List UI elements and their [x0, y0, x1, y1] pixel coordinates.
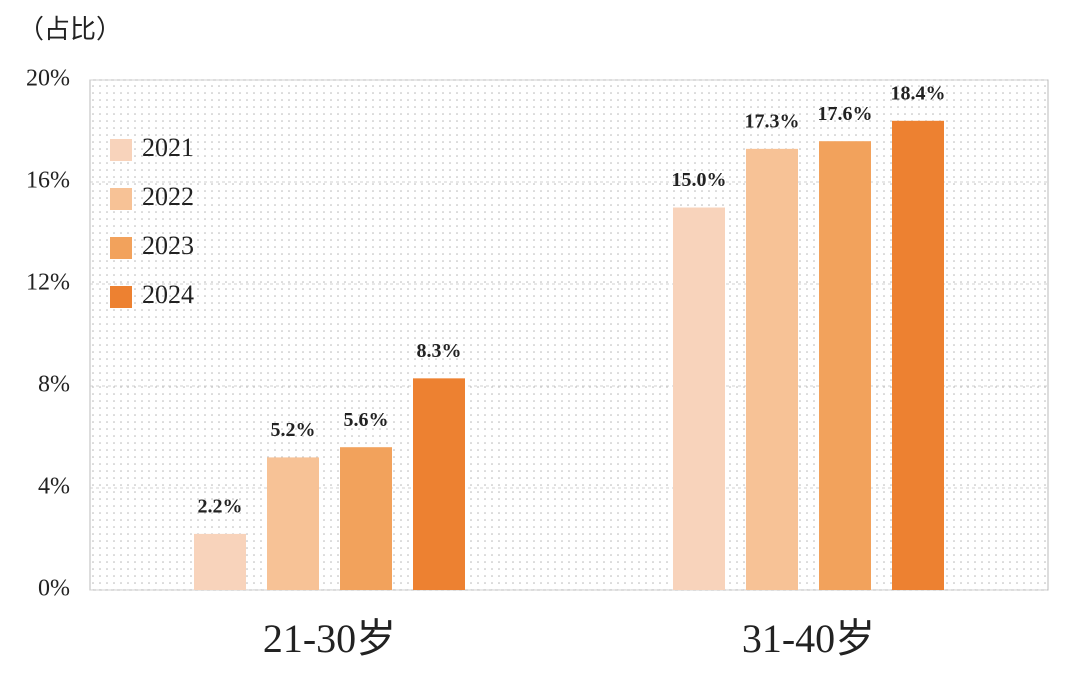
y-tick-label: 20% — [26, 66, 70, 92]
x-tick-label: 31-40岁 — [742, 616, 875, 661]
bar — [413, 378, 465, 590]
y-tick-label: 4% — [38, 474, 70, 500]
data-label: 17.6% — [818, 103, 873, 125]
data-label: 15.0% — [672, 169, 727, 191]
y-tick-label: 8% — [38, 372, 70, 398]
data-label: 17.3% — [745, 110, 800, 132]
legend-label: 2023 — [142, 231, 194, 260]
bar — [746, 148, 798, 590]
bar — [267, 457, 319, 590]
bar — [194, 533, 246, 590]
data-label: 8.3% — [417, 340, 462, 362]
legend-swatch — [110, 139, 132, 161]
plot-pattern — [90, 80, 1048, 590]
x-tick-label: 21-30岁 — [263, 616, 396, 661]
legend-label: 2021 — [142, 133, 194, 162]
bar — [340, 447, 392, 590]
data-label: 2.2% — [198, 495, 243, 517]
data-label: 5.2% — [271, 419, 316, 441]
legend-label: 2024 — [142, 280, 194, 309]
y-tick-label: 16% — [26, 168, 70, 194]
legend-swatch — [110, 188, 132, 210]
bar — [673, 207, 725, 590]
data-label: 5.6% — [344, 409, 389, 431]
bar — [819, 141, 871, 590]
data-label: 18.4% — [891, 82, 946, 104]
legend-label: 2022 — [142, 182, 194, 211]
y-tick-label: 12% — [26, 270, 70, 296]
legend-swatch — [110, 286, 132, 308]
y-axis-label: （占比） — [18, 15, 122, 44]
bar — [892, 120, 944, 591]
y-tick-label: 0% — [38, 576, 70, 602]
legend-swatch — [110, 237, 132, 259]
